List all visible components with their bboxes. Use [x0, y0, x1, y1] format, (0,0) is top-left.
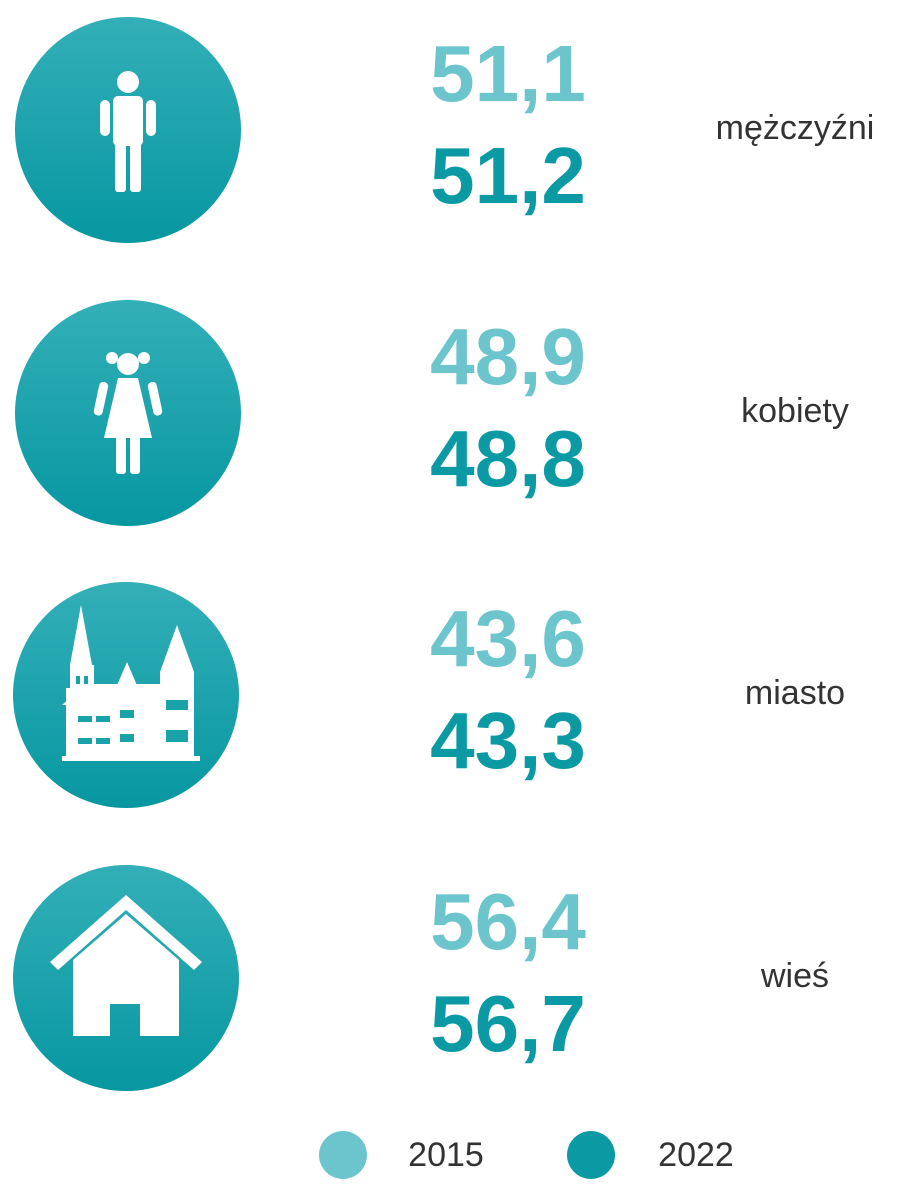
value: 48,8: [430, 414, 586, 503]
legend-swatch: [319, 1131, 367, 1179]
value: 56,4: [430, 877, 586, 966]
value: 43,3: [430, 696, 586, 785]
row-label: miasto: [745, 674, 845, 712]
row-label: kobiety: [741, 392, 849, 430]
legend-label: 2015: [408, 1136, 484, 1174]
value: 43,6: [430, 594, 586, 683]
woman-icon: [93, 352, 163, 474]
row-label: wieś: [760, 957, 829, 995]
house-icon: [50, 895, 202, 1036]
legend-label: 2022: [658, 1136, 734, 1174]
row-label: mężczyźni: [716, 109, 875, 147]
value: 56,7: [430, 979, 586, 1068]
value: 48,9: [430, 312, 586, 401]
value: 51,2: [430, 131, 586, 220]
value: 51,1: [430, 29, 586, 118]
man-icon: [100, 71, 156, 192]
legend-swatch: [567, 1131, 615, 1179]
town-icon: [62, 605, 200, 761]
